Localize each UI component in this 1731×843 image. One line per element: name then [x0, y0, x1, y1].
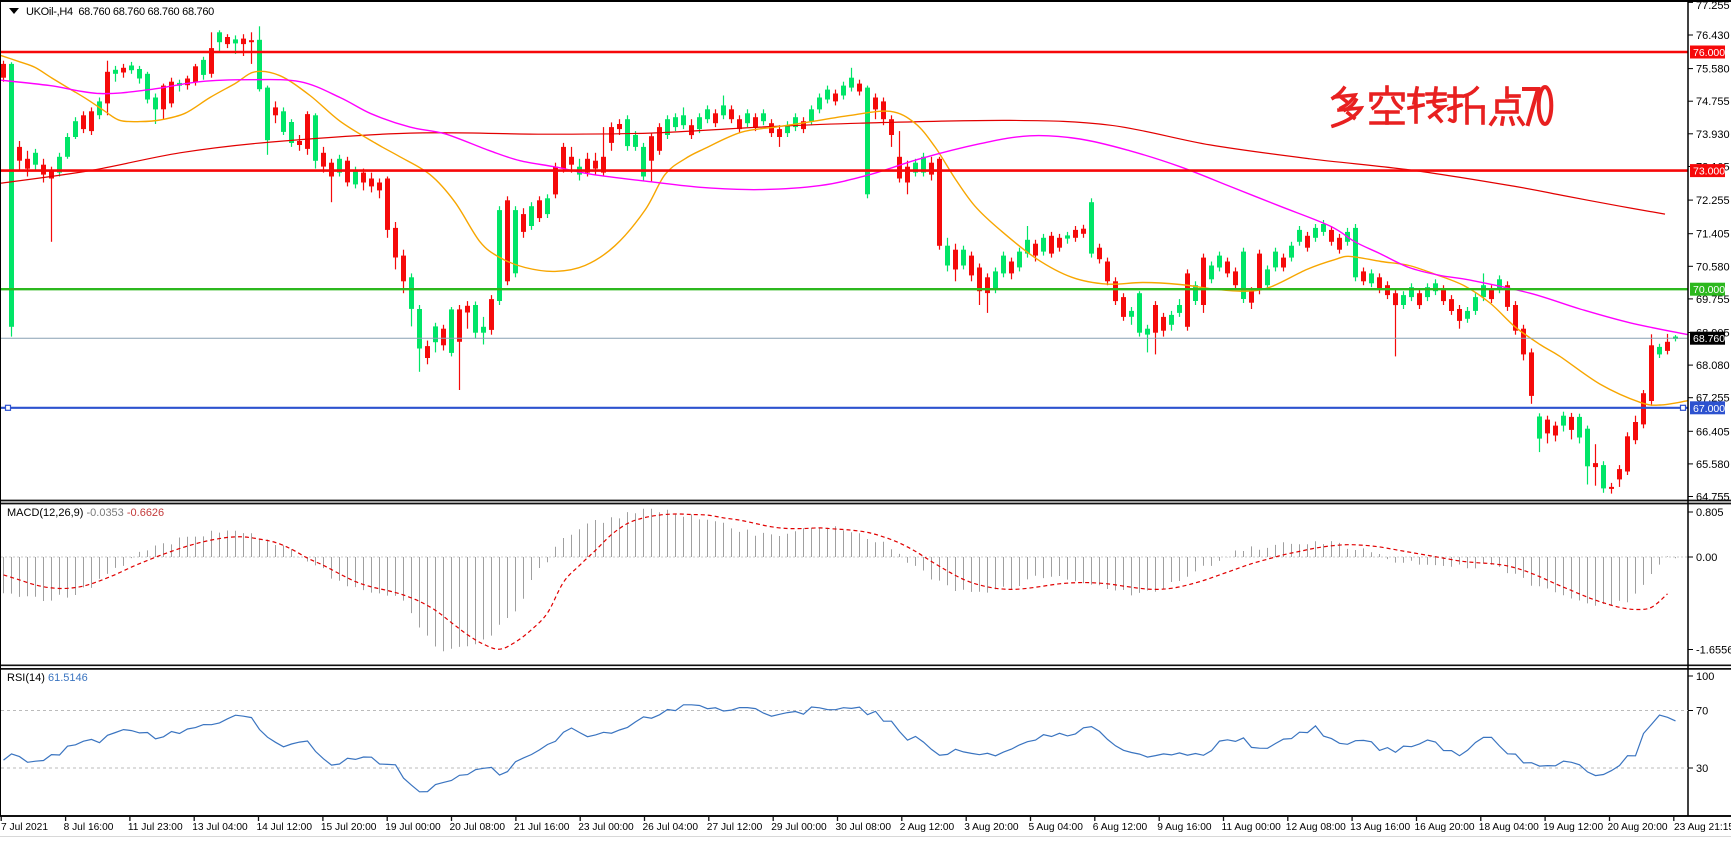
- svg-text:77.255: 77.255: [1696, 0, 1730, 12]
- svg-text:MACD(12,26,9) -0.0353 -0.6626: MACD(12,26,9) -0.0353 -0.6626: [7, 507, 164, 519]
- svg-text:2 Aug 12:00: 2 Aug 12:00: [900, 822, 955, 833]
- svg-text:76.000: 76.000: [1693, 47, 1725, 59]
- svg-text:75.580: 75.580: [1696, 64, 1730, 76]
- svg-text:3 Aug 20:00: 3 Aug 20:00: [964, 822, 1019, 833]
- svg-text:23 Aug 21:15: 23 Aug 21:15: [1674, 822, 1731, 833]
- svg-text:30: 30: [1696, 763, 1708, 775]
- svg-text:71.405: 71.405: [1696, 229, 1730, 241]
- svg-text:11 Jul 23:00: 11 Jul 23:00: [128, 822, 183, 833]
- svg-text:11 Aug 00:00: 11 Aug 00:00: [1222, 822, 1282, 833]
- svg-text:64.755: 64.755: [1696, 492, 1730, 504]
- svg-text:15 Jul 20:00: 15 Jul 20:00: [321, 822, 377, 833]
- svg-text:69.755: 69.755: [1696, 294, 1730, 306]
- svg-text:76.430: 76.430: [1696, 30, 1730, 42]
- svg-text:RSI(14) 61.5146: RSI(14) 61.5146: [7, 672, 88, 684]
- svg-text:14 Jul 12:00: 14 Jul 12:00: [257, 822, 313, 833]
- svg-text:73.000: 73.000: [1693, 166, 1725, 178]
- svg-text:68.760: 68.760: [1693, 333, 1725, 345]
- svg-text:9 Aug 16:00: 9 Aug 16:00: [1157, 822, 1212, 833]
- svg-text:18 Aug 04:00: 18 Aug 04:00: [1479, 822, 1539, 833]
- svg-text:19 Aug 12:00: 19 Aug 12:00: [1543, 822, 1603, 833]
- svg-text:8 Jul 16:00: 8 Jul 16:00: [64, 822, 114, 833]
- svg-text:72.255: 72.255: [1696, 195, 1730, 207]
- svg-text:7 Jul 2021: 7 Jul 2021: [1, 822, 48, 833]
- svg-text:100: 100: [1696, 671, 1714, 683]
- svg-text:23 Jul 00:00: 23 Jul 00:00: [578, 822, 634, 833]
- svg-text:20 Jul 08:00: 20 Jul 08:00: [450, 822, 506, 833]
- svg-text:20 Aug 20:00: 20 Aug 20:00: [1608, 822, 1668, 833]
- svg-text:66.405: 66.405: [1696, 426, 1730, 438]
- svg-text:30 Jul 08:00: 30 Jul 08:00: [836, 822, 892, 833]
- svg-text:21 Jul 16:00: 21 Jul 16:00: [514, 822, 570, 833]
- svg-text:13 Jul 04:00: 13 Jul 04:00: [192, 822, 248, 833]
- svg-text:67.000: 67.000: [1693, 403, 1725, 415]
- svg-text:19 Jul 00:00: 19 Jul 00:00: [385, 822, 441, 833]
- svg-text:74.755: 74.755: [1696, 96, 1730, 108]
- svg-text:70.580: 70.580: [1696, 261, 1730, 273]
- svg-text:6 Aug 12:00: 6 Aug 12:00: [1093, 822, 1148, 833]
- svg-text:-1.6556: -1.6556: [1696, 645, 1731, 657]
- svg-text:16 Aug 20:00: 16 Aug 20:00: [1415, 822, 1475, 833]
- svg-text:13 Aug 16:00: 13 Aug 16:00: [1350, 822, 1410, 833]
- svg-text:65.580: 65.580: [1696, 459, 1730, 471]
- svg-text:0.805: 0.805: [1696, 507, 1724, 519]
- svg-text:0.00: 0.00: [1696, 552, 1717, 564]
- svg-text:27 Jul 12:00: 27 Jul 12:00: [707, 822, 763, 833]
- svg-text:UKOil-,H4 68.760 68.760 68.76: UKOil-,H4 68.760 68.760 68.760 68.760: [26, 6, 214, 18]
- svg-text:68.080: 68.080: [1696, 360, 1730, 372]
- svg-text:29 Jul 00:00: 29 Jul 00:00: [771, 822, 827, 833]
- svg-text:12 Aug 08:00: 12 Aug 08:00: [1286, 822, 1346, 833]
- svg-text:73.930: 73.930: [1696, 129, 1730, 141]
- svg-text:5 Aug 04:00: 5 Aug 04:00: [1029, 822, 1084, 833]
- svg-text:26 Jul 04:00: 26 Jul 04:00: [643, 822, 699, 833]
- svg-text:70.000: 70.000: [1693, 284, 1725, 296]
- svg-text:70: 70: [1696, 706, 1708, 718]
